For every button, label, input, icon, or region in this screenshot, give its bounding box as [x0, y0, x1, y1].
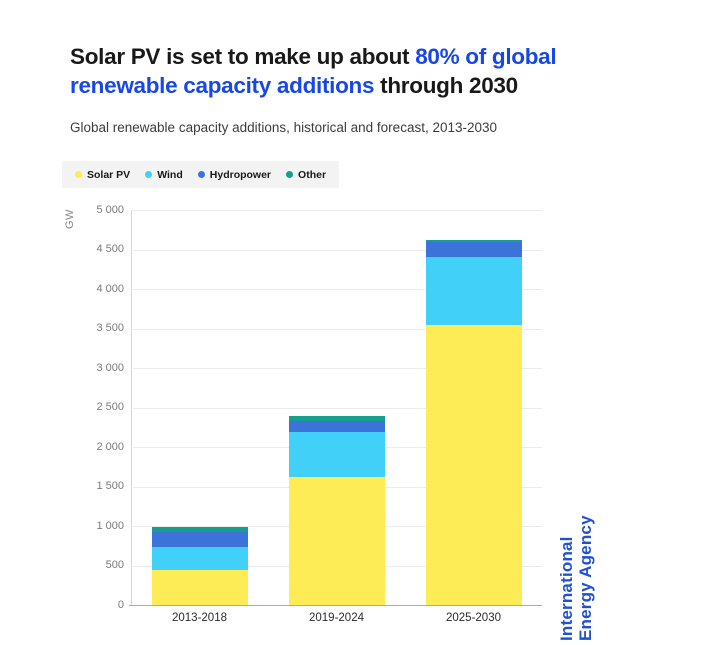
legend-dot-wind	[145, 171, 153, 178]
bar-segment-2025-2030-wind	[425, 256, 522, 325]
y-tick-label-3000: 3 000	[96, 361, 124, 374]
gridline-2500	[131, 407, 542, 409]
y-tick-label-4500: 4 500	[96, 243, 124, 255]
bar-segment-2013-2018-wind	[151, 547, 248, 571]
x-category-label-2013-2018: 2013-2018	[172, 612, 227, 624]
x-category-label-2019-2024: 2019-2024	[309, 612, 364, 624]
title-text: Solar PV is set to make up about	[70, 44, 416, 69]
gridline-5000	[131, 210, 542, 211]
legend: Solar PV Wind Hydropower Other	[62, 161, 340, 188]
y-tick-label-1500: 1 500	[96, 480, 124, 492]
legend-item-wind: Wind	[145, 169, 183, 181]
chart-subtitle: Global renewable capacity additions, his…	[70, 120, 498, 135]
legend-label: Other	[298, 168, 327, 181]
x-category-label-2025-2030: 2025-2030	[446, 612, 501, 624]
gridline-4000	[131, 289, 542, 290]
legend-item-hydropower: Hydropower	[197, 168, 272, 181]
title-line-1: Solar PV is set to make up about 80% of …	[70, 42, 630, 71]
bar-segment-2013-2018-hydropower	[151, 532, 248, 548]
title-highlight-text: 80% of global	[415, 44, 557, 69]
bar-segment-2025-2030-hydropower	[425, 241, 522, 257]
iea-logo-line1: International	[557, 536, 576, 641]
bar-segment-2013-2018-solar-pv	[151, 570, 248, 605]
y-tick-label-1000: 1 000	[96, 519, 124, 532]
bar-segment-2013-2018-other	[151, 526, 248, 533]
legend-label: Solar PV	[87, 168, 131, 181]
gridline-4500	[131, 249, 542, 251]
legend-label: Hydropower	[209, 168, 272, 181]
legend-label: Wind	[157, 168, 183, 181]
legend-dot-hydropower	[197, 171, 205, 178]
x-axis-baseline	[129, 605, 542, 606]
title-highlight-text: renewable capacity additions	[70, 73, 375, 98]
y-tick-label-500: 500	[105, 559, 124, 571]
y-tick-label-5000: 5 000	[96, 203, 124, 216]
bar-segment-2019-2024-other	[288, 416, 385, 421]
bar-segment-2019-2024-solar-pv	[288, 477, 385, 605]
gridline-3500	[131, 328, 542, 330]
y-tick-label-2500: 2 500	[96, 401, 124, 413]
chart-title: Solar PV is set to make up about 80% of …	[70, 42, 630, 100]
title-text: through 2030	[374, 73, 518, 98]
bar-segment-2025-2030-solar-pv	[425, 324, 522, 605]
bar-segment-2025-2030-other	[425, 240, 522, 242]
legend-item-other: Other	[286, 169, 326, 181]
legend-item-solar-pv: Solar PV	[75, 169, 130, 181]
y-tick-label-4000: 4 000	[96, 282, 124, 295]
iea-logo: International Energy Agency	[557, 515, 595, 641]
bar-segment-2019-2024-wind	[288, 431, 385, 477]
legend-dot-solar-pv	[75, 171, 82, 178]
y-tick-label-0: 0	[117, 598, 124, 611]
title-line-2: renewable capacity additions through 203…	[70, 71, 630, 100]
y-tick-label-2000: 2 000	[96, 440, 124, 453]
iea-logo-line2: Energy Agency	[576, 515, 595, 641]
legend-dot-other	[286, 171, 294, 178]
y-tick-label-3500: 3 500	[96, 322, 124, 334]
gridline-3000	[131, 368, 542, 369]
bar-segment-2019-2024-hydropower	[288, 420, 385, 432]
